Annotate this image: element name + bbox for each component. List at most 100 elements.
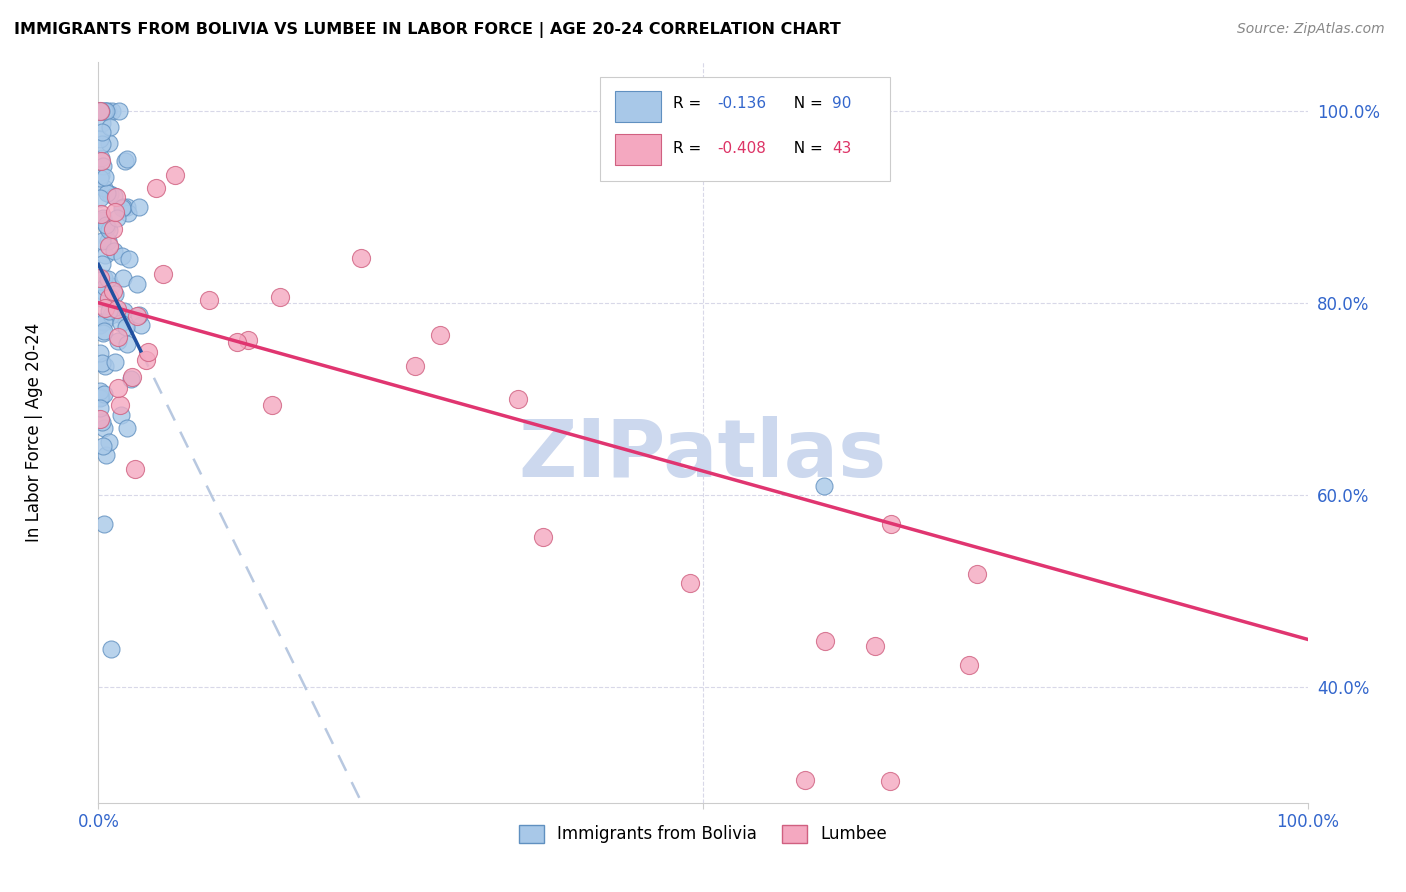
Point — [93, 315, 115, 329]
Point — [957, 658, 980, 673]
Point — [89, 191, 111, 205]
Point — [114, 319, 136, 334]
Point — [89, 345, 111, 359]
Point — [89, 103, 111, 118]
Point — [128, 308, 150, 322]
Point — [93, 280, 115, 294]
Point — [863, 639, 886, 653]
Point — [152, 267, 174, 281]
Point — [104, 286, 127, 301]
Point — [349, 251, 371, 265]
Point — [225, 334, 247, 349]
Bar — [614, 134, 661, 165]
Point — [97, 103, 120, 118]
Text: N =: N = — [785, 96, 828, 112]
Point — [89, 384, 111, 399]
Point — [111, 249, 134, 263]
Text: -0.136: -0.136 — [717, 96, 766, 112]
Point — [89, 401, 111, 416]
Point — [429, 328, 451, 343]
Text: Source: ZipAtlas.com: Source: ZipAtlas.com — [1237, 22, 1385, 37]
Point — [117, 200, 139, 214]
Text: -0.408: -0.408 — [717, 141, 766, 156]
Point — [91, 439, 114, 453]
Point — [110, 317, 132, 331]
Point — [793, 772, 815, 787]
Point — [94, 359, 117, 373]
Point — [89, 153, 111, 168]
Point — [98, 186, 121, 201]
Point — [127, 277, 149, 291]
Point — [128, 200, 150, 214]
Point — [90, 390, 112, 404]
Point — [129, 318, 152, 332]
Point — [107, 302, 129, 317]
Point — [124, 461, 146, 475]
Point — [103, 189, 125, 203]
Point — [101, 222, 124, 236]
Point — [94, 301, 117, 316]
Point — [89, 412, 111, 426]
Text: ZIPatlas: ZIPatlas — [519, 416, 887, 494]
Point — [104, 190, 127, 204]
Point — [90, 235, 112, 249]
Point — [117, 205, 139, 219]
Point — [90, 151, 112, 165]
Point — [879, 517, 901, 532]
Point — [98, 120, 121, 134]
Point — [404, 359, 426, 374]
Point — [879, 824, 901, 838]
Point — [97, 304, 120, 318]
Point — [112, 303, 135, 318]
Text: 43: 43 — [832, 141, 852, 156]
Point — [93, 181, 115, 195]
Point — [101, 285, 124, 299]
Point — [94, 248, 117, 262]
Point — [136, 345, 159, 359]
Point — [260, 398, 283, 412]
Point — [91, 211, 114, 225]
Point — [89, 318, 111, 332]
Point — [135, 352, 157, 367]
Point — [93, 103, 115, 118]
Point — [100, 308, 122, 322]
Point — [97, 271, 120, 285]
Point — [90, 207, 112, 221]
Point — [103, 244, 125, 258]
Point — [93, 517, 115, 532]
Point — [89, 132, 111, 146]
Point — [104, 205, 127, 219]
Text: R =: R = — [672, 96, 711, 112]
Point — [97, 223, 120, 237]
Point — [115, 152, 138, 166]
Point — [94, 218, 117, 232]
Point — [100, 642, 122, 657]
Point — [96, 186, 118, 200]
Point — [98, 435, 121, 450]
Bar — [614, 91, 661, 121]
Point — [94, 103, 117, 118]
Point — [93, 270, 115, 285]
Text: 90: 90 — [832, 96, 852, 112]
Point — [814, 633, 837, 648]
Point — [90, 168, 112, 182]
Text: R =: R = — [672, 141, 711, 156]
Point — [89, 103, 111, 118]
Point — [111, 271, 134, 285]
Point — [89, 171, 111, 186]
Point — [91, 257, 114, 271]
Point — [89, 103, 111, 118]
Point — [93, 421, 115, 435]
FancyBboxPatch shape — [600, 78, 890, 181]
Point — [238, 333, 260, 347]
Point — [107, 329, 129, 343]
Point — [91, 136, 114, 151]
Text: N =: N = — [785, 141, 828, 156]
Point — [110, 398, 132, 412]
Point — [111, 200, 134, 214]
Point — [93, 324, 115, 338]
Point — [93, 386, 115, 401]
Point — [89, 391, 111, 405]
Point — [879, 773, 901, 788]
Point — [107, 381, 129, 395]
